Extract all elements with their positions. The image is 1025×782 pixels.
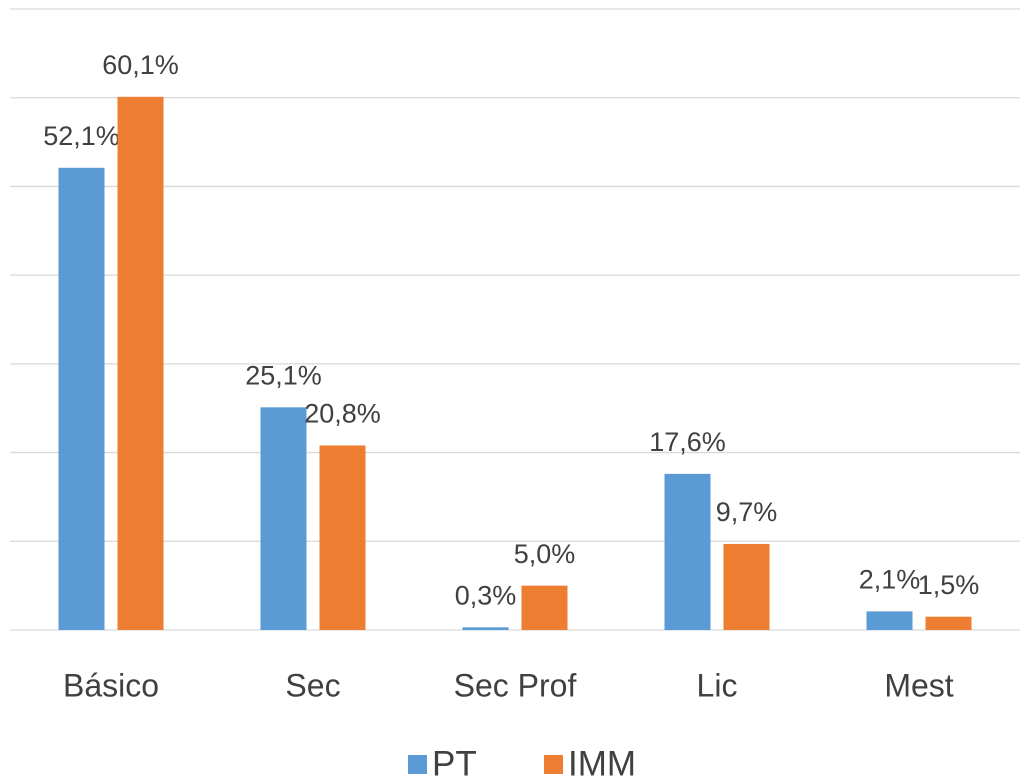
bar	[260, 407, 307, 630]
bar	[117, 96, 164, 630]
bar	[462, 627, 509, 630]
x-tick-label: Sec	[285, 667, 340, 703]
bar	[319, 445, 366, 630]
data-label: 9,7%	[716, 497, 778, 527]
legend-label: IMM	[568, 744, 636, 782]
bar	[866, 611, 913, 630]
legend-swatch	[408, 755, 427, 774]
x-tick-label: Mest	[884, 667, 953, 703]
data-label: 20,8%	[304, 399, 381, 429]
bar	[664, 473, 711, 630]
legend-label: PT	[432, 744, 477, 782]
x-tick-label: Sec Prof	[454, 667, 577, 703]
data-label: 52,1%	[43, 121, 120, 151]
data-label: 5,0%	[514, 539, 576, 569]
data-label: 0,3%	[455, 580, 517, 610]
bar	[58, 167, 105, 630]
data-label: 2,1%	[859, 564, 921, 594]
x-tick-label: Lic	[697, 667, 738, 703]
legend-swatch	[544, 755, 563, 774]
bar	[925, 616, 972, 630]
bar	[723, 543, 770, 630]
data-label: 25,1%	[245, 360, 322, 390]
x-tick-label: Básico	[63, 667, 159, 703]
data-label: 1,5%	[918, 570, 980, 600]
bar	[521, 585, 568, 630]
data-label: 60,1%	[102, 50, 179, 80]
data-label: 17,6%	[649, 427, 726, 457]
